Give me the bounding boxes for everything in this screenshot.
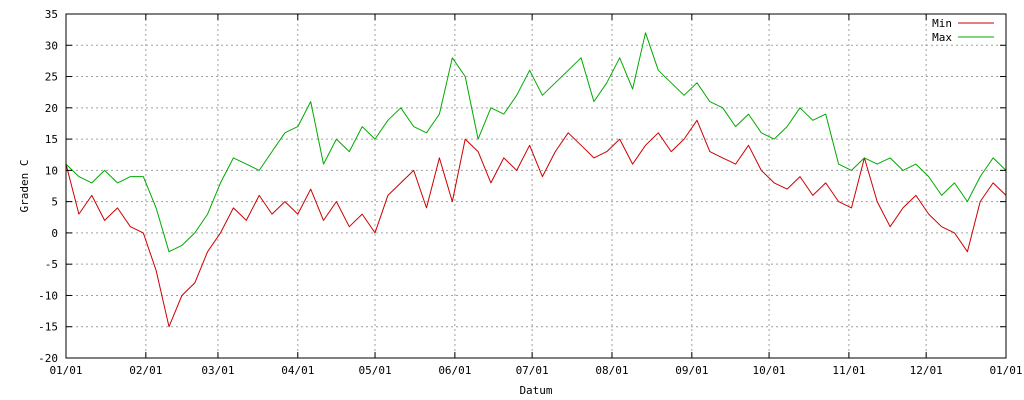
series-lines (65, 32, 1007, 328)
y-tick-label: -10 (38, 289, 58, 302)
x-tick-label: 09/01 (675, 364, 708, 377)
y-tick-label: 15 (45, 133, 58, 146)
y-axis-ticks: -20 -15 -10 -5 0 5 10 15 20 25 30 35 (38, 8, 1006, 365)
y-tick-label: -15 (38, 321, 58, 334)
x-axis-label: Datum (519, 384, 552, 397)
y-tick-label: -5 (45, 258, 58, 271)
y-tick-label: -20 (38, 352, 58, 365)
plot-frame (65, 13, 1007, 359)
legend-label-min: Min (932, 17, 952, 30)
y-tick-label: 5 (51, 196, 58, 209)
x-tick-label: 10/01 (753, 364, 786, 377)
y-axis-label: Graden C (18, 160, 31, 213)
x-axis-ticks: 01/01 02/01 03/01 04/01 05/01 06/01 07/01 08/01… (49, 14, 1023, 377)
x-tick-label: 08/01 (595, 364, 628, 377)
y-tick-label: 10 (45, 164, 58, 177)
y-tick-label: 35 (45, 8, 58, 21)
x-tick-label: 06/01 (438, 364, 471, 377)
x-tick-label: 07/01 (516, 364, 549, 377)
x-tick-label: 12/01 (910, 364, 943, 377)
y-tick-label: 30 (45, 39, 58, 52)
x-tick-label: 01/01 (989, 364, 1022, 377)
y-tick-label: 0 (51, 227, 58, 240)
y-tick-label: 20 (45, 102, 58, 115)
legend-label-max: Max (932, 31, 952, 44)
series-line-max (65, 32, 1007, 253)
series-line-min (65, 119, 1007, 328)
x-tick-label: 03/01 (201, 364, 234, 377)
x-tick-label: 05/01 (358, 364, 391, 377)
y-tick-label: 25 (45, 71, 58, 84)
x-tick-label: 04/01 (281, 364, 314, 377)
x-tick-label: 02/01 (129, 364, 162, 377)
x-tick-label: 01/01 (49, 364, 82, 377)
grid (66, 14, 1006, 358)
x-tick-label: 11/01 (832, 364, 865, 377)
